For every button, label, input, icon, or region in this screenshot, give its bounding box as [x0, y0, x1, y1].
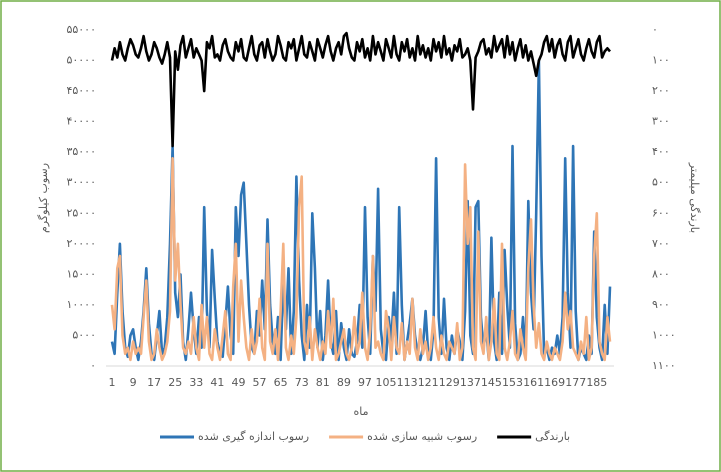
y-tick-label: ۱۵۰۰۰ — [66, 267, 96, 280]
x-tick-label: 121 — [418, 376, 439, 389]
y-tick-label: ۵۰۰۰ — [72, 328, 96, 341]
x-tick-label: 57 — [253, 376, 267, 389]
x-tick-label: 9 — [130, 376, 137, 389]
y2-tick-label: ۱۱۰۰ — [652, 359, 676, 372]
y2-axis-title: بارندگی میلیمتر — [688, 162, 701, 233]
x-tick-label: 153 — [502, 376, 523, 389]
x-tick-label: 89 — [337, 376, 351, 389]
y2-tick-label: ۰ — [652, 23, 658, 36]
x-tick-label: 177 — [565, 376, 586, 389]
y2-tick-label: ۱۰۰ — [652, 54, 670, 67]
x-axis-title: ماه — [353, 405, 368, 418]
x-tick-label: 169 — [544, 376, 565, 389]
x-tick-label: 65 — [274, 376, 288, 389]
x-tick-label: 33 — [189, 376, 203, 389]
y-tick-label: ۳۵۰۰۰ — [66, 145, 96, 158]
x-tick-label: 145 — [481, 376, 502, 389]
y2-tick-label: ۱۰۰۰ — [652, 328, 676, 341]
series-line — [110, 31, 611, 148]
x-tick-label: 25 — [168, 376, 182, 389]
y-tick-label: ۱۰۰۰۰ — [66, 298, 96, 311]
y2-tick-label: ۷۰۰ — [652, 237, 670, 250]
y2-tick-label: ۴۰۰ — [652, 145, 670, 158]
x-tick-label: 17 — [147, 376, 161, 389]
x-tick-label: 81 — [316, 376, 330, 389]
legend-label: بارندگی — [535, 430, 570, 443]
y-tick-label: ۲۰۰۰۰ — [66, 237, 96, 250]
legend-label: رسوب اندازه گیری شده — [198, 430, 309, 443]
x-tick-label: 97 — [358, 376, 372, 389]
x-tick-label: 137 — [460, 376, 481, 389]
legend-label: رسوب شبیه سازی شده — [367, 430, 477, 443]
x-tick-label: 113 — [397, 376, 418, 389]
y2-tick-label: ۸۰۰ — [652, 267, 670, 280]
y-tick-label: ۴۰۰۰۰ — [66, 115, 96, 128]
y-tick-label: ۰ — [90, 359, 96, 372]
y2-tick-label: ۳۰۰ — [652, 115, 670, 128]
x-tick-label: 161 — [523, 376, 544, 389]
x-tick-label: 105 — [376, 376, 397, 389]
y2-tick-label: ۲۰۰ — [652, 84, 670, 97]
x-tick-label: 41 — [210, 376, 224, 389]
x-tick-label: 185 — [586, 376, 607, 389]
y-tick-label: ۴۵۰۰۰ — [66, 84, 96, 97]
x-tick-label: 73 — [295, 376, 309, 389]
y2-tick-label: ۶۰۰ — [652, 206, 670, 219]
x-tick-label: 129 — [439, 376, 460, 389]
x-tick-label: 1 — [109, 376, 116, 389]
y-tick-label: ۲۵۰۰۰ — [66, 206, 96, 219]
y2-tick-label: ۹۰۰ — [652, 298, 670, 311]
y-axis-title: رسوب کیلوگرم — [37, 163, 50, 233]
y2-tick-label: ۵۰۰ — [652, 176, 670, 189]
y-tick-label: ۵۰۰۰۰ — [66, 54, 96, 67]
y-tick-label: ۳۰۰۰۰ — [66, 176, 96, 189]
y-tick-label: ۵۵۰۰۰ — [66, 23, 96, 36]
series-line — [110, 157, 612, 362]
x-tick-label: 49 — [231, 376, 245, 389]
